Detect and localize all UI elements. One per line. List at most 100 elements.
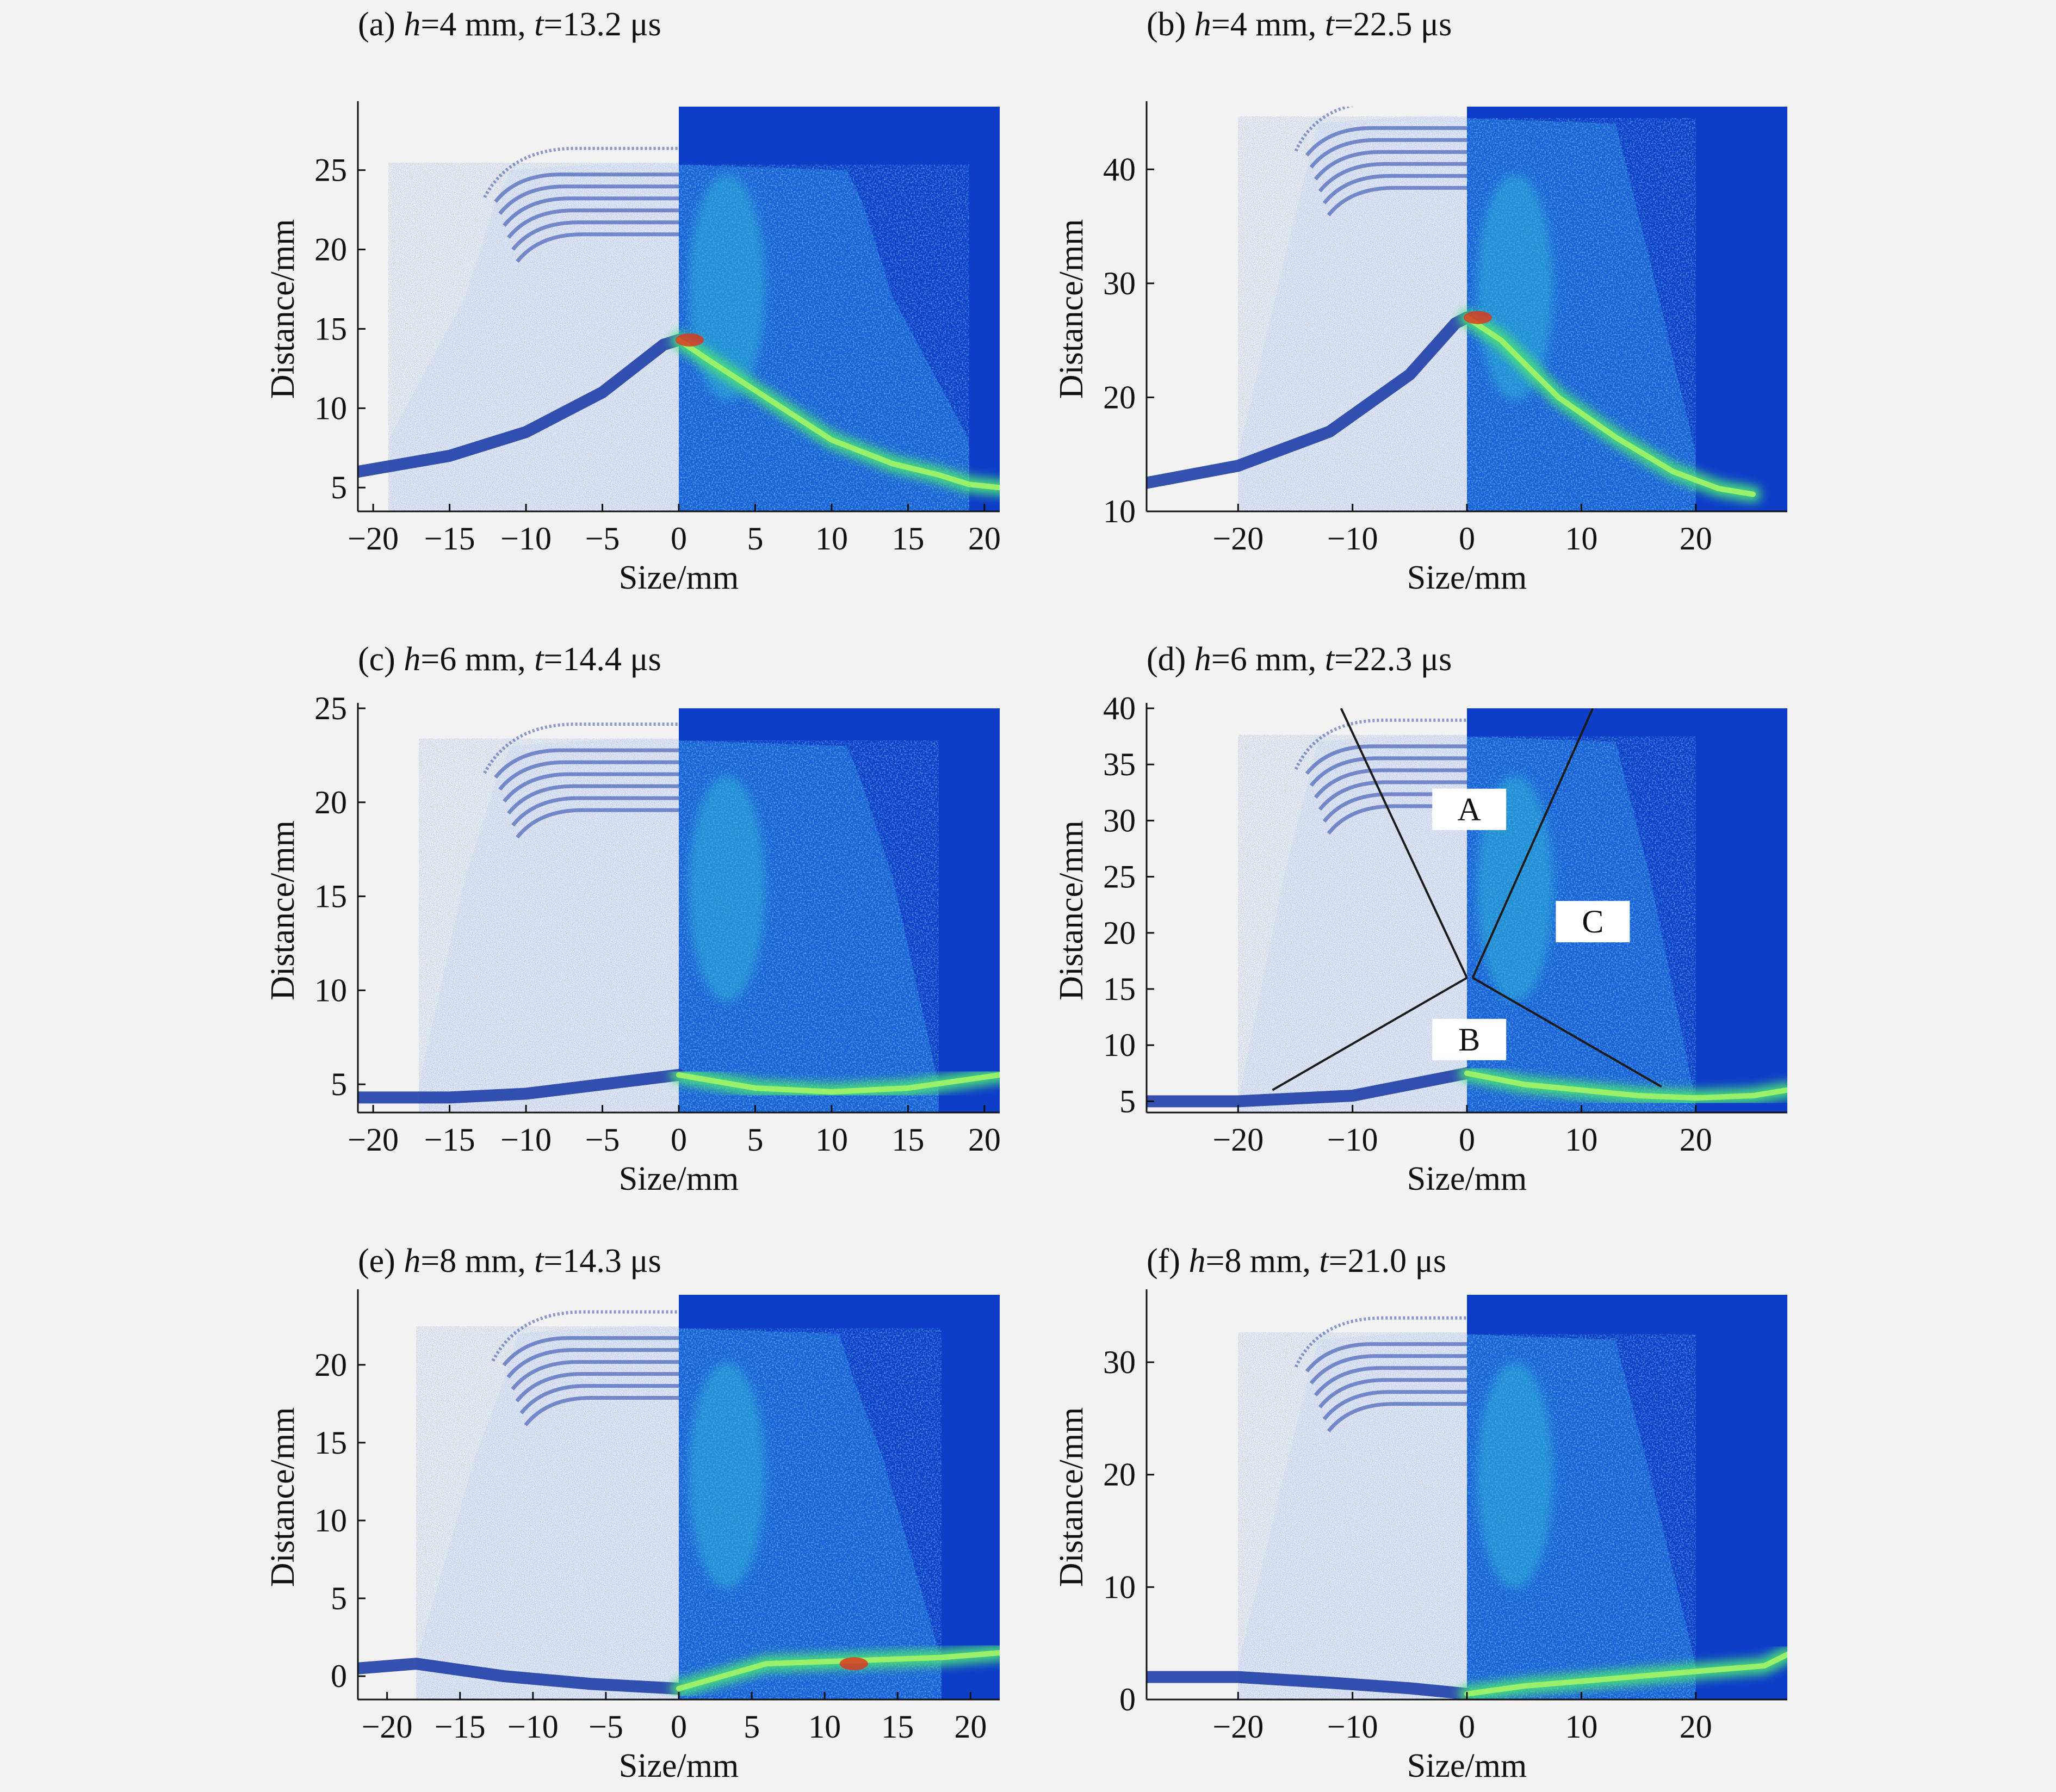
shock-band <box>507 784 679 815</box>
pressure-core <box>688 775 766 1002</box>
x-tick-label: 15 <box>891 521 924 557</box>
leading-shock <box>483 146 679 199</box>
x-tick-label: 15 <box>881 1709 914 1745</box>
x-tick-label: −20 <box>1212 521 1264 557</box>
x-tick-label: 5 <box>744 1709 760 1745</box>
x-tick-label: −15 <box>435 1709 486 1745</box>
x-tick-label: 0 <box>671 1709 687 1745</box>
x-tick-label: −20 <box>1212 1709 1264 1745</box>
x-axis-label: Size/mm <box>619 1747 739 1784</box>
pressure-core <box>1476 775 1554 1002</box>
front-profile-left <box>1147 1671 1473 1700</box>
shock-band <box>1318 162 1467 193</box>
region-divider-line <box>1272 977 1467 1091</box>
y-axis-label: Distance/mm <box>1053 219 1090 399</box>
front-profile-right <box>676 1072 1000 1095</box>
x-tick-label: −20 <box>362 1709 413 1745</box>
region-label-text: B <box>1458 1022 1480 1058</box>
shock-band <box>1314 768 1467 799</box>
x-axis-label: Size/mm <box>1407 559 1527 596</box>
shadowgraph-grain <box>419 738 679 1113</box>
y-tick-label: 15 <box>314 311 347 347</box>
leading-shock <box>1294 1316 1467 1368</box>
x-tick-label: −10 <box>1327 1122 1378 1158</box>
panel-title: (a) h=4 mm, t=13.2 μs <box>358 6 661 43</box>
y-tick-label: 5 <box>331 1580 347 1616</box>
x-tick-label: 15 <box>891 1122 924 1158</box>
x-tick-label: 20 <box>954 1709 987 1745</box>
shock-band <box>1322 792 1467 823</box>
y-tick-label: 20 <box>314 784 347 820</box>
shock-band <box>503 196 679 227</box>
shock-band <box>1322 1390 1467 1420</box>
pressure-core <box>1476 1362 1554 1589</box>
panel-a: −20 −15 −10 −5 0 5 10 15 20 5 10 15 20 25 Size/mm Dista… <box>264 6 1001 596</box>
y-tick-label: 5 <box>1119 1083 1136 1119</box>
panel-e: −20 −15 −10 −5 0 5 10 15 20 0 5 10 15 20 Size/mm Distan… <box>264 1243 1000 1784</box>
shadowgraph-grain <box>1238 1332 1467 1700</box>
region-divider-line <box>1471 708 1594 979</box>
pressure-peak <box>1464 311 1492 324</box>
y-axis-label: Distance/mm <box>1053 820 1090 1000</box>
front-profile-left <box>358 333 685 478</box>
panel-f: −20 −10 0 10 20 0 10 20 30 Size/mm Distance/mm (f) … <box>1053 1243 1787 1784</box>
panel-b-image <box>1147 107 1787 511</box>
front-profile-right <box>676 337 1000 491</box>
x-tick-label: 20 <box>1680 1122 1712 1158</box>
region-label-box <box>1432 1018 1507 1060</box>
panel-a-image <box>358 107 1000 511</box>
shock-band <box>498 184 679 215</box>
shock-band <box>1314 1366 1467 1396</box>
y-tick-label: 35 <box>1103 746 1136 782</box>
y-tick-label: 15 <box>314 1425 347 1461</box>
shadowgraph-grain <box>416 1326 679 1700</box>
region-divider-line <box>1472 977 1662 1088</box>
shock-band <box>1305 744 1467 775</box>
panel-title: (e) h=8 mm, t=14.3 μs <box>358 1243 661 1280</box>
y-tick-label: 10 <box>314 390 347 426</box>
x-axis-label: Size/mm <box>619 559 739 596</box>
x-tick-label: 20 <box>1680 521 1712 557</box>
panel-c: −20 −15 −10 −5 0 5 10 15 20 5 10 15 20 25 Size/mm Dista… <box>264 641 1001 1197</box>
x-tick-label: 10 <box>1565 1709 1597 1745</box>
y-tick-label: 10 <box>1103 1027 1136 1063</box>
pressure-core <box>688 174 766 401</box>
x-tick-label: −15 <box>424 1122 475 1158</box>
shock-band <box>507 208 679 239</box>
pressure-core <box>688 1362 766 1589</box>
y-tick-label: 40 <box>1103 690 1136 726</box>
y-tick-label: 20 <box>314 232 347 268</box>
shadowgraph-grain <box>1238 734 1467 1113</box>
x-tick-label: 10 <box>1565 1122 1597 1158</box>
shock-band <box>498 760 679 791</box>
y-tick-label: 0 <box>331 1658 347 1694</box>
x-tick-label: 10 <box>808 1709 841 1745</box>
leading-shock <box>483 722 679 774</box>
panel-title: (d) h=6 mm, t=22.3 μs <box>1147 641 1452 678</box>
x-tick-label: 5 <box>747 1122 763 1158</box>
x-tick-label: 0 <box>1459 1122 1475 1158</box>
region-label-b: B <box>1432 1018 1507 1060</box>
panel-title: (f) h=8 mm, t=21.0 μs <box>1147 1243 1446 1280</box>
x-tick-label: 10 <box>815 521 848 557</box>
x-tick-label: −10 <box>1327 521 1378 557</box>
x-tick-label: 0 <box>671 1122 687 1158</box>
x-tick-label: −10 <box>500 521 552 557</box>
y-tick-label: 20 <box>1103 915 1136 951</box>
pressure-peak <box>676 333 704 347</box>
shock-band <box>1318 1378 1467 1408</box>
front-profile-right <box>1464 314 1756 497</box>
x-tick-label: 0 <box>1459 521 1475 557</box>
x-axis-label: Size/mm <box>1407 1747 1527 1784</box>
panels: −20 −15 −10 −5 0 5 10 15 20 5 10 15 20 25 Size/mm Dista… <box>264 6 1787 1784</box>
panel-b: −20 −10 0 10 20 10 20 30 40 Size/mm Distance/mm (b)… <box>1053 6 1787 596</box>
shock-band <box>515 1372 679 1402</box>
shock-band <box>502 1336 679 1367</box>
pressure-peak <box>839 1657 868 1671</box>
shock-band <box>516 808 679 839</box>
shock-band <box>1309 756 1467 787</box>
front-profile-left <box>358 1658 685 1695</box>
x-tick-label: −15 <box>424 521 475 557</box>
shadowgraph-grain <box>388 163 679 511</box>
